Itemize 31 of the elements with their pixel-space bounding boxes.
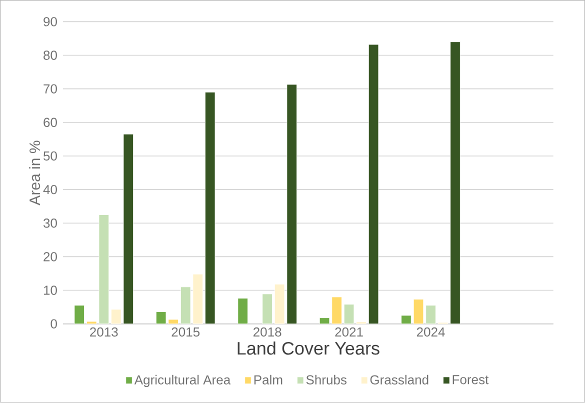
bar	[413, 299, 424, 324]
x-tick-label: 2021	[335, 328, 363, 337]
y-tick-label: 40	[43, 185, 57, 194]
bar	[368, 44, 379, 324]
y-tick-label: 70	[44, 84, 57, 94]
y-tick-label: 0	[50, 319, 57, 329]
legend-label: Shrubs	[306, 375, 347, 385]
x-tick-label: 2013	[90, 328, 118, 337]
y-tick-label: 90	[44, 17, 57, 27]
legend-label: Forest	[452, 375, 489, 384]
legend-label: Grassland	[370, 375, 428, 385]
bar	[401, 315, 412, 324]
y-tick-label: 10	[44, 286, 57, 296]
y-tick-label: 30	[43, 218, 57, 228]
y-tick-label: 60	[44, 118, 57, 128]
legend-label: Agricultural Area	[134, 375, 231, 388]
bar	[262, 294, 272, 324]
y-tick-label: 80	[44, 50, 57, 60]
y-tick-label: 50	[44, 152, 57, 161]
y-tick-label: 20	[44, 252, 57, 262]
bar	[426, 305, 436, 324]
bar	[205, 92, 216, 324]
y-axis-title: Area in %	[29, 140, 40, 206]
x-tick-label: 2018	[253, 328, 282, 337]
x-tick-label: 2024	[416, 328, 445, 337]
bar	[450, 42, 460, 324]
legend-label: Palm	[254, 375, 282, 385]
x-tick-label: 2015	[172, 328, 200, 337]
x-axis-title: Land Cover Years	[238, 342, 380, 355]
bar	[238, 298, 248, 324]
bar	[74, 305, 84, 324]
